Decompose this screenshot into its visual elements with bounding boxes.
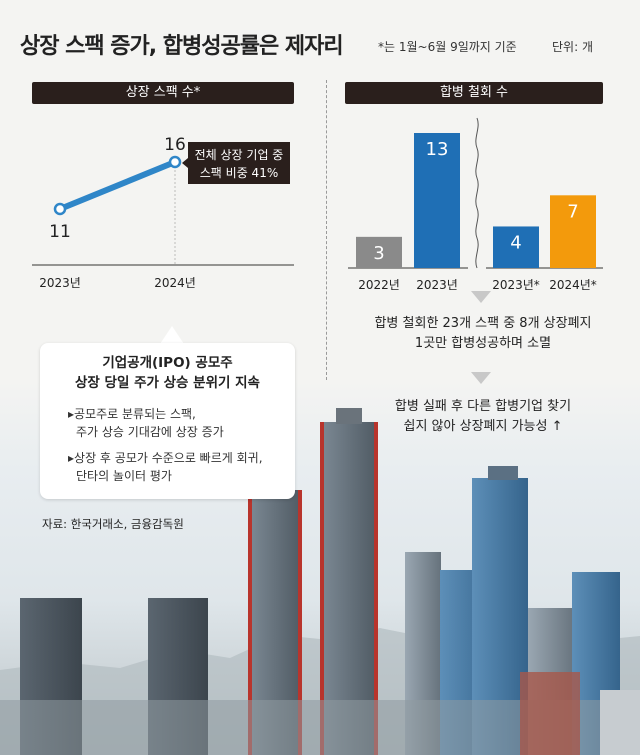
bubble-pointer <box>160 326 184 344</box>
x-tick-label: 2022년 <box>358 278 400 292</box>
bar-value-label: 3 <box>373 243 384 264</box>
down-arrow-icon <box>471 291 491 303</box>
bubble-item1-line1: ▸공모주로 분류되는 스팩, <box>68 407 196 421</box>
bar-value-label: 7 <box>567 201 578 222</box>
x-tick-label: 2023년* <box>492 278 540 292</box>
series-line <box>57 159 178 212</box>
callout-line2: 스팩 비중 41% <box>200 166 278 180</box>
bar-2024년* <box>550 195 596 268</box>
bubble-title-line2: 상장 당일 주가 상승 분위기 지속 <box>75 375 260 391</box>
caption-withdrawal: 합병 철회한 23개 스팩 중 8개 상장폐지 1곳만 합병성공하며 소멸 <box>330 314 636 354</box>
caption1-line1: 합병 철회한 23개 스팩 중 8개 상장폐지 <box>374 316 592 331</box>
x-tick-label: 2024년 <box>154 276 196 290</box>
data-label-2023년: 11 <box>49 222 71 242</box>
callout-box <box>182 142 290 184</box>
bar-2023년 <box>414 133 460 268</box>
unit-label: 단위: 개 <box>552 40 593 54</box>
caption1-line2: 1곳만 합병성공하며 소멸 <box>414 336 552 351</box>
down-arrow-icon <box>471 372 491 384</box>
caption-delisting: 합병 실패 후 다른 합병기업 찾기 쉽지 않아 상장폐지 가능성 ↑ <box>330 397 636 437</box>
city-skyline-photo <box>0 408 640 755</box>
page-title: 상장 스팩 증가, 합병성공률은 제자리 <box>20 34 344 59</box>
bar-2022년 <box>356 236 402 268</box>
merger-withdrawal-bar-chart: 3 2022년 13 2023년 4 2023년* 7 2024년* <box>348 117 603 292</box>
callout-line1: 전체 상장 기업 중 <box>195 148 284 162</box>
bubble-item2-line2: 단타의 놀이터 평가 <box>76 469 172 483</box>
axis-break <box>475 117 479 269</box>
panel-divider <box>326 80 327 380</box>
info-bubble: 기업공개(IPO) 공모주 상장 당일 주가 상승 분위기 지속 ▸공모주로 분… <box>40 343 295 499</box>
bar-2023년* <box>493 226 539 268</box>
source-label: 자료: 한국거래소, 금융감독원 <box>42 517 184 531</box>
x-tick-label: 2023년 <box>416 278 458 292</box>
data-label-2024년: 16 <box>164 135 186 155</box>
right-panel-header: 합병 철회 수 <box>345 82 603 104</box>
data-point-2024년 <box>168 155 182 169</box>
x-tick-label: 2024년* <box>549 278 597 292</box>
data-point-2023년 <box>53 202 67 216</box>
bubble-title-line1: 기업공개(IPO) 공모주 <box>102 355 233 371</box>
spac-listing-line-chart: 11 2023년 16 2024년 전체 상장 기업 중스팩 비중 41% <box>32 135 294 290</box>
bar-value-label: 4 <box>510 232 521 253</box>
date-note: *는 1월~6월 9일까지 기준 <box>378 40 517 54</box>
bubble-item2-line1: ▸상장 후 공모가 수준으로 빠르게 회귀, <box>68 451 263 465</box>
bubble-item1-line2: 주가 상승 기대감에 상장 증가 <box>76 425 224 439</box>
bar-value-label: 13 <box>426 139 449 160</box>
x-tick-label: 2023년 <box>39 276 81 290</box>
left-panel-header: 상장 스팩 수* <box>32 82 294 104</box>
caption2-line1: 합병 실패 후 다른 합병기업 찾기 <box>394 399 572 414</box>
caption2-line2: 쉽지 않아 상장폐지 가능성 ↑ <box>403 419 563 434</box>
